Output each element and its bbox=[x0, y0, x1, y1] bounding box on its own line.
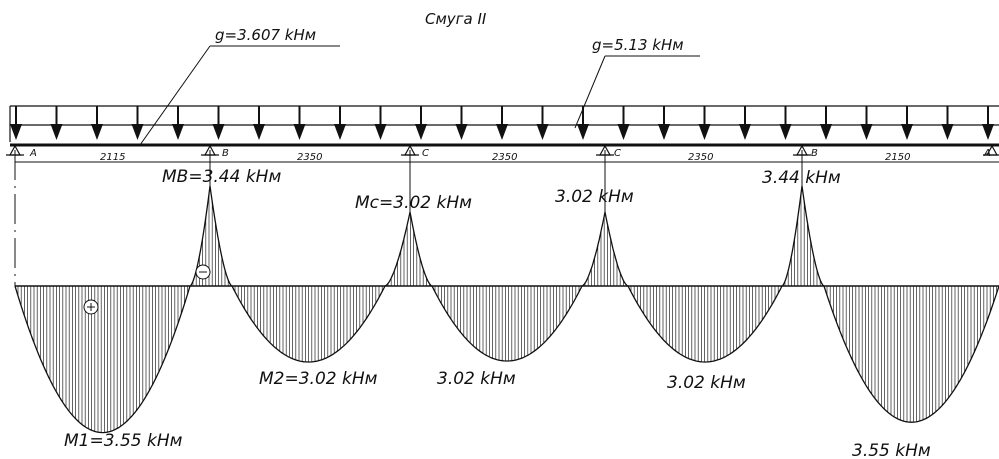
load-arrow-icon bbox=[698, 106, 711, 140]
support-label-a1: A bbox=[29, 148, 37, 159]
load-arrow-icon bbox=[50, 106, 63, 140]
load-arrow-icon bbox=[779, 106, 792, 140]
support-label-a2: A bbox=[983, 148, 991, 159]
load-arrow-icon bbox=[253, 106, 265, 140]
support-label-c1: C bbox=[422, 148, 429, 159]
load-arrow-icon bbox=[172, 106, 184, 140]
support-label-c2: C bbox=[614, 148, 621, 159]
load-arrow-icon bbox=[982, 106, 994, 140]
support-label-b1: B bbox=[222, 148, 229, 159]
load-arrow-icon bbox=[617, 106, 630, 140]
load-arrow-icon bbox=[455, 106, 468, 140]
load-arrow-icon bbox=[131, 106, 144, 140]
span-label-1: 2115 bbox=[100, 152, 125, 163]
moment-label-mc: Mc=3.02 kHм bbox=[355, 193, 472, 213]
span-label-3: 2350 bbox=[492, 152, 517, 163]
load-label-2: g=5.13 kHм bbox=[592, 36, 684, 54]
span-moment-curve bbox=[431, 285, 583, 362]
moment-label-support-c2: 3.02 kHм bbox=[555, 187, 634, 207]
load-arrow-icon bbox=[739, 106, 751, 140]
moment-label-span4: 3.02 kHм bbox=[667, 373, 746, 393]
load-arrow-icon bbox=[374, 106, 387, 140]
load-arrow-icon bbox=[10, 106, 22, 140]
load-arrow-icon bbox=[860, 106, 873, 140]
span-label-2: 2350 bbox=[297, 152, 322, 163]
load-arrow-icon bbox=[658, 106, 670, 140]
load-arrow-icon bbox=[334, 106, 346, 140]
support-moment-peak bbox=[384, 211, 433, 287]
load-arrow-icon bbox=[820, 106, 832, 140]
moment-label-mb: MB=3.44 kHм bbox=[162, 167, 281, 187]
support-moment-peak bbox=[781, 185, 825, 287]
load-arrow-icon bbox=[901, 106, 913, 140]
span-label-5: 2150 bbox=[885, 152, 910, 163]
load-arrow-icon bbox=[212, 106, 225, 140]
load-arrow-icon bbox=[536, 106, 549, 140]
load-arrow-icon bbox=[91, 106, 103, 140]
load-leader-1 bbox=[139, 45, 211, 146]
load-band bbox=[9, 105, 999, 142]
load-leader-2 bbox=[574, 55, 606, 129]
moment-label-support-b2: 3.44 kHм bbox=[762, 168, 841, 188]
load-arrow-icon bbox=[293, 106, 306, 140]
moment-label-m1: M1=3.55 kHм bbox=[64, 431, 183, 451]
span-moment-curve bbox=[823, 285, 999, 423]
load-arrow-icon bbox=[577, 106, 589, 140]
span-moment-curve bbox=[231, 285, 386, 363]
diagram-title: Смуга II bbox=[425, 10, 487, 28]
moment-outline bbox=[14, 185, 999, 434]
support-moment-peak bbox=[581, 211, 629, 287]
support-icon bbox=[983, 144, 999, 156]
load-arrow-icon bbox=[415, 106, 427, 140]
moment-label-m2: M2=3.02 kHм bbox=[259, 369, 378, 389]
support-guides bbox=[14, 150, 803, 286]
span-label-4: 2350 bbox=[688, 152, 713, 163]
moment-label-span5: 3.55 kHм bbox=[852, 441, 931, 459]
span-moment-curve bbox=[14, 285, 191, 434]
moment-label-span3: 3.02 kHм bbox=[437, 369, 516, 389]
moment-hatch bbox=[17, 193, 997, 433]
load-label-1: g=3.607 kHм bbox=[215, 26, 316, 44]
support-label-b2: B bbox=[811, 148, 818, 159]
load-arrow-icon bbox=[496, 106, 508, 140]
span-moment-curve bbox=[627, 285, 783, 363]
load-arrow-icon bbox=[941, 106, 954, 140]
